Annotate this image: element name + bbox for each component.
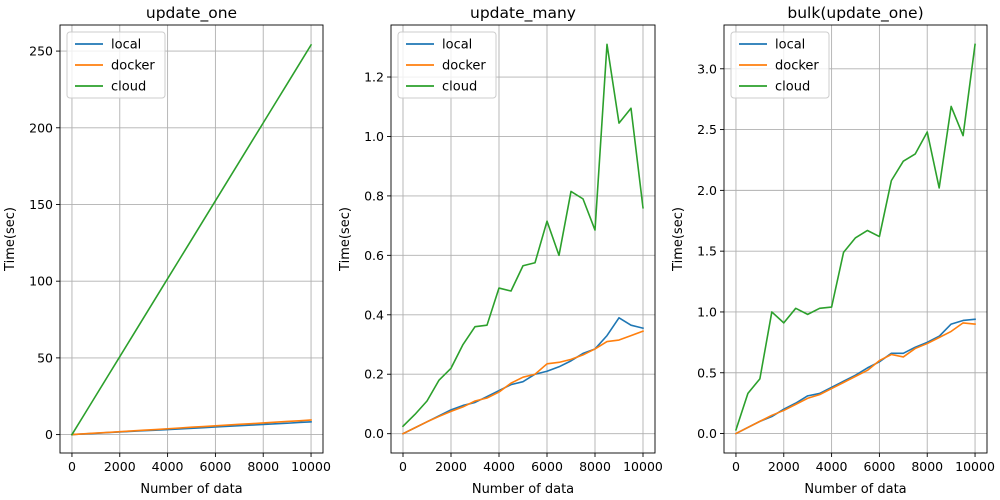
x-tick-label: 4000 bbox=[816, 459, 848, 474]
x-tick-label: 4000 bbox=[152, 459, 184, 474]
y-tick-label: 0.0 bbox=[697, 426, 717, 441]
subplot-bulk-update-one: 0 2000 4000 6000 8000 10000 0.0 0.5 1.0 1.5 2.0 2.5… bbox=[671, 4, 995, 497]
legend-label-local: local bbox=[442, 38, 472, 53]
y-tick-label: 250 bbox=[29, 44, 53, 59]
subplot-update-one: 0 2000 4000 6000 8000 10000 0 50 100 150 200 250 upd… bbox=[3, 4, 331, 497]
series-line-docker bbox=[734, 322, 976, 435]
x-tick-label: 10000 bbox=[623, 459, 663, 474]
legend-box bbox=[66, 31, 166, 99]
x-tick-label: 10000 bbox=[955, 459, 995, 474]
y-tick-label: 0.0 bbox=[364, 426, 384, 441]
y-axis-label: Time(sec) bbox=[671, 207, 686, 272]
legend: local docker cloud bbox=[66, 31, 166, 99]
x-tick-label: 0 bbox=[399, 459, 407, 474]
y-tick-label: 1.0 bbox=[697, 304, 717, 319]
y-tick-label: 0.6 bbox=[364, 248, 384, 263]
y-tick-label: 50 bbox=[37, 350, 53, 365]
x-tick-label: 2000 bbox=[435, 459, 467, 474]
y-tick-label: 0.8 bbox=[364, 188, 384, 203]
y-tick-label: 0 bbox=[45, 427, 53, 442]
x-tick-label: 0 bbox=[732, 459, 740, 474]
y-tick-label: 0.5 bbox=[697, 365, 717, 380]
legend-label-cloud: cloud bbox=[442, 80, 477, 95]
series-line-cloud bbox=[734, 43, 976, 431]
legend-label-docker: docker bbox=[442, 59, 486, 74]
x-tick-label: 8000 bbox=[247, 459, 279, 474]
x-tick-label: 6000 bbox=[864, 459, 896, 474]
legend-box bbox=[397, 31, 497, 99]
y-tick-label: 3.0 bbox=[697, 61, 717, 76]
x-tick-label: 4000 bbox=[483, 459, 515, 474]
y-axis-label: Time(sec) bbox=[338, 207, 353, 272]
series-line-cloud bbox=[70, 43, 313, 436]
x-tick-label: 0 bbox=[68, 459, 76, 474]
chart-title: update_many bbox=[470, 4, 576, 23]
y-tick-label: 0.4 bbox=[364, 307, 384, 322]
x-axis-label: Number of data bbox=[140, 482, 242, 497]
legend-label-local: local bbox=[775, 38, 805, 53]
x-axis-label: Number of data bbox=[804, 482, 906, 497]
x-tick-label: 10000 bbox=[291, 459, 331, 474]
x-tick-label: 2000 bbox=[768, 459, 800, 474]
series-line-cloud bbox=[401, 43, 644, 428]
chart-title: update_one bbox=[146, 4, 237, 23]
series-line-docker bbox=[401, 330, 645, 435]
y-tick-label: 1.5 bbox=[697, 244, 717, 259]
y-tick-label: 1.0 bbox=[364, 129, 384, 144]
axes-frame bbox=[390, 24, 656, 454]
axes-frame bbox=[723, 24, 988, 454]
x-axis-label: Number of data bbox=[472, 482, 574, 497]
y-tick-label: 150 bbox=[29, 197, 53, 212]
legend-label-cloud: cloud bbox=[775, 80, 810, 95]
x-tick-label: 6000 bbox=[200, 459, 232, 474]
x-tick-label: 8000 bbox=[911, 459, 943, 474]
chart-title: bulk(update_one) bbox=[787, 4, 923, 23]
x-tick-label: 6000 bbox=[531, 459, 563, 474]
subplot-update-many: 0 2000 4000 6000 8000 10000 0.0 0.2 0.4 0.6 0.8 1.0… bbox=[338, 4, 663, 497]
legend-label-docker: docker bbox=[111, 59, 155, 74]
x-tick-label: 2000 bbox=[104, 459, 136, 474]
legend-label-local: local bbox=[111, 38, 141, 53]
y-tick-label: 0.2 bbox=[364, 367, 384, 382]
legend: local docker cloud bbox=[730, 31, 830, 99]
y-tick-label: 2.0 bbox=[697, 183, 717, 198]
y-tick-label: 2.5 bbox=[697, 122, 717, 137]
y-tick-label: 1.2 bbox=[364, 70, 384, 85]
legend-label-cloud: cloud bbox=[111, 80, 146, 95]
legend: local docker cloud bbox=[397, 31, 497, 99]
legend-label-docker: docker bbox=[775, 59, 819, 74]
y-tick-label: 200 bbox=[29, 120, 53, 135]
series-line-local bbox=[401, 316, 644, 435]
series-line-docker bbox=[71, 419, 312, 436]
y-axis-label: Time(sec) bbox=[3, 207, 18, 272]
y-tick-label: 100 bbox=[29, 274, 53, 289]
x-tick-label: 8000 bbox=[579, 459, 611, 474]
legend-box bbox=[730, 31, 830, 99]
axes-frame bbox=[59, 24, 324, 454]
